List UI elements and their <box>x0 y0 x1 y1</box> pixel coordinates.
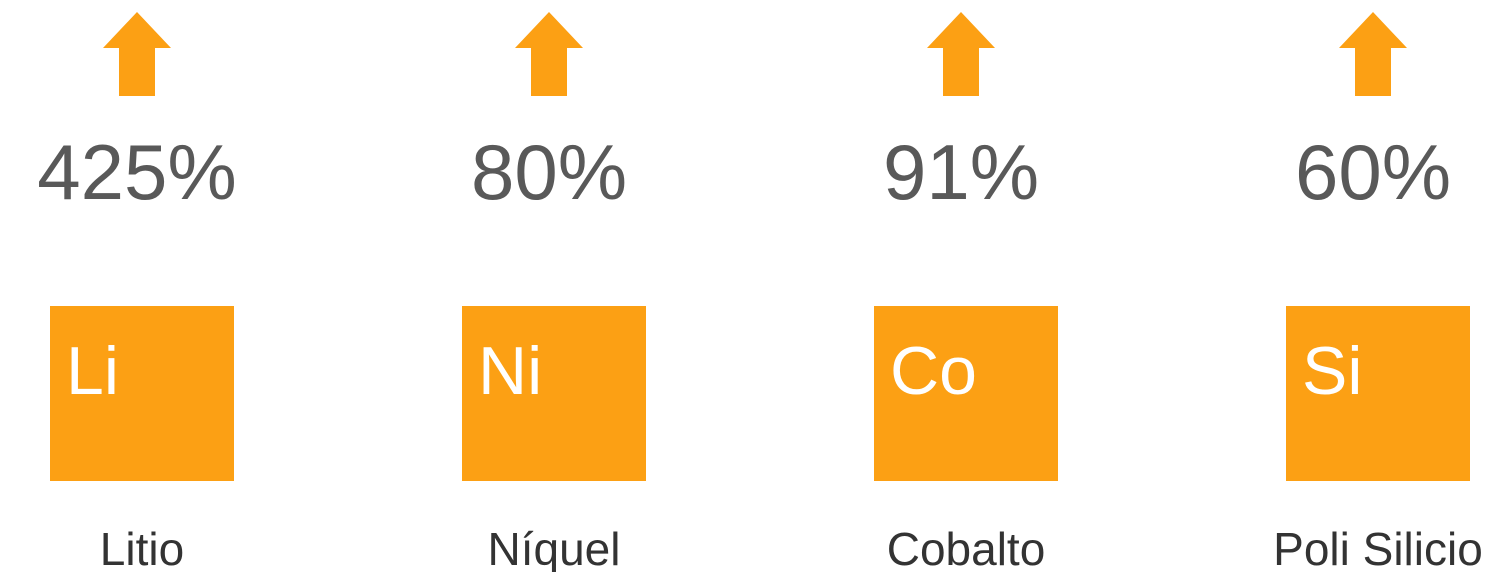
up-arrow <box>927 12 995 96</box>
element-tile <box>50 306 234 481</box>
element-tile <box>462 306 646 481</box>
element-name: Cobalto <box>887 523 1046 572</box>
element-symbol: Li <box>66 333 119 409</box>
element-symbol: Co <box>890 333 977 409</box>
element-tile <box>874 306 1058 481</box>
change-label: 80% <box>471 128 627 216</box>
element-tile <box>1286 306 1470 481</box>
element-name: Litio <box>100 523 184 572</box>
element-symbol: Ni <box>478 333 542 409</box>
element-name: Poli Silicio <box>1273 523 1483 572</box>
up-arrow <box>103 12 171 96</box>
up-arrow <box>1339 12 1407 96</box>
element-name: Níquel <box>488 523 621 572</box>
up-arrow <box>515 12 583 96</box>
change-label: 60% <box>1295 128 1451 216</box>
element-symbol: Si <box>1302 333 1362 409</box>
change-label: 91% <box>883 128 1039 216</box>
change-label: 425% <box>37 128 237 216</box>
